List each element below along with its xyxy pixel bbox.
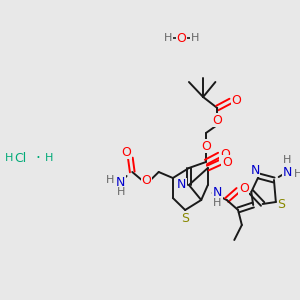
- Text: S: S: [278, 197, 286, 211]
- Text: O: O: [122, 146, 131, 158]
- Text: O: O: [220, 148, 230, 161]
- Text: H: H: [283, 155, 291, 165]
- Text: O: O: [212, 113, 222, 127]
- Text: H: H: [213, 198, 221, 208]
- Text: H: H: [117, 187, 125, 197]
- Text: Cl: Cl: [15, 152, 27, 164]
- Text: H: H: [294, 169, 300, 179]
- Text: N: N: [213, 187, 222, 200]
- Text: N: N: [177, 178, 186, 191]
- Text: H: H: [5, 153, 14, 163]
- Text: O: O: [239, 182, 249, 194]
- Text: O: O: [176, 32, 186, 44]
- Text: H: H: [164, 33, 172, 43]
- Text: O: O: [231, 94, 241, 107]
- Text: N: N: [283, 166, 292, 178]
- Text: O: O: [222, 155, 232, 169]
- Text: N: N: [116, 176, 126, 188]
- Text: H: H: [45, 153, 53, 163]
- Text: H: H: [105, 175, 114, 185]
- Text: H: H: [190, 33, 199, 43]
- Text: S: S: [181, 212, 189, 224]
- Text: O: O: [201, 140, 211, 152]
- Text: ·: ·: [35, 151, 40, 166]
- Text: O: O: [142, 173, 152, 187]
- Text: N: N: [250, 164, 260, 176]
